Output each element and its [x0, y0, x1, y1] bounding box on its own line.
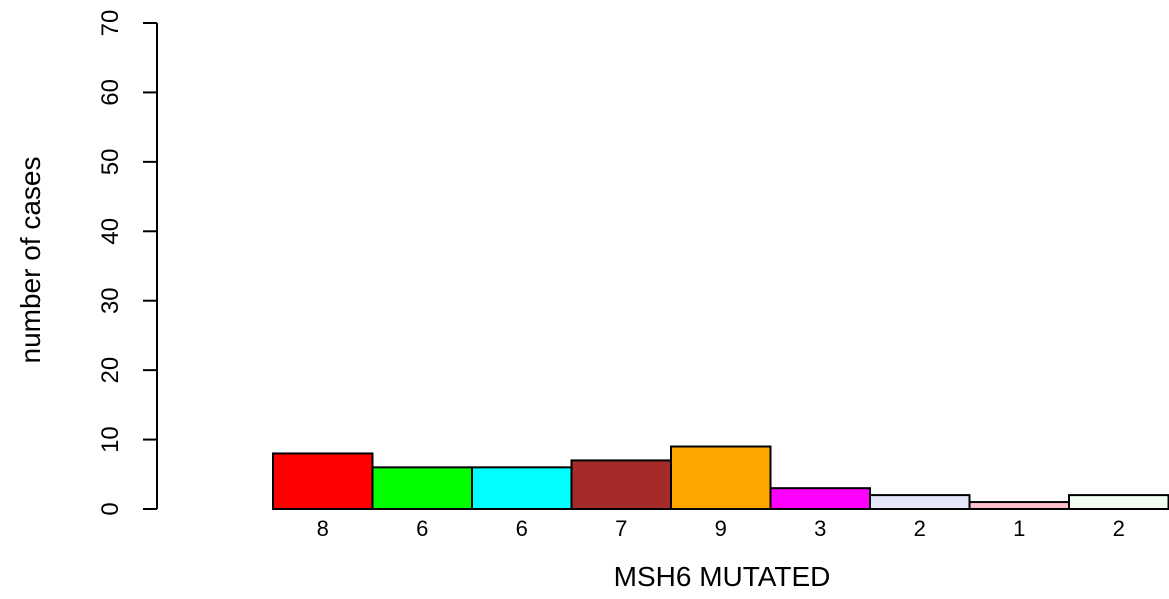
bar: [272, 452, 374, 511]
y-tick-label: 20: [97, 357, 124, 384]
bar-count-label: 2: [1113, 516, 1125, 541]
bar-count-label: 2: [914, 516, 926, 541]
bar: [968, 501, 1070, 510]
y-tick-label: 0: [97, 502, 124, 515]
bar: [371, 466, 473, 511]
bar-count-label: 6: [516, 516, 528, 541]
y-tick-label: 30: [97, 287, 124, 314]
bar: [769, 487, 871, 510]
bar-count-label: 3: [814, 516, 826, 541]
bar-count-label: 7: [615, 516, 627, 541]
bar-count-label: 1: [1013, 516, 1025, 541]
bar-count-label: 6: [416, 516, 428, 541]
y-tick-label: 40: [97, 218, 124, 245]
bar-count-label: 8: [317, 516, 329, 541]
y-axis: 0 10 20 30 40 50 60 70: [97, 10, 158, 516]
bar-labels-group: 8 6 6 7 9 3 2 1 2: [317, 516, 1125, 541]
bar-count-label: 9: [715, 516, 727, 541]
bars-group: [272, 445, 1169, 511]
bar: [869, 494, 971, 511]
y-tick-label: 50: [97, 149, 124, 176]
y-tick-label: 10: [97, 426, 124, 453]
x-axis-title: MSH6 MUTATED: [614, 561, 831, 592]
bar: [570, 459, 672, 510]
y-tick-label: 60: [97, 79, 124, 106]
bar: [670, 445, 772, 510]
y-axis-title: number of cases: [15, 157, 46, 364]
bar: [471, 466, 573, 511]
y-tick-label: 70: [97, 10, 124, 37]
bar: [1068, 494, 1169, 511]
